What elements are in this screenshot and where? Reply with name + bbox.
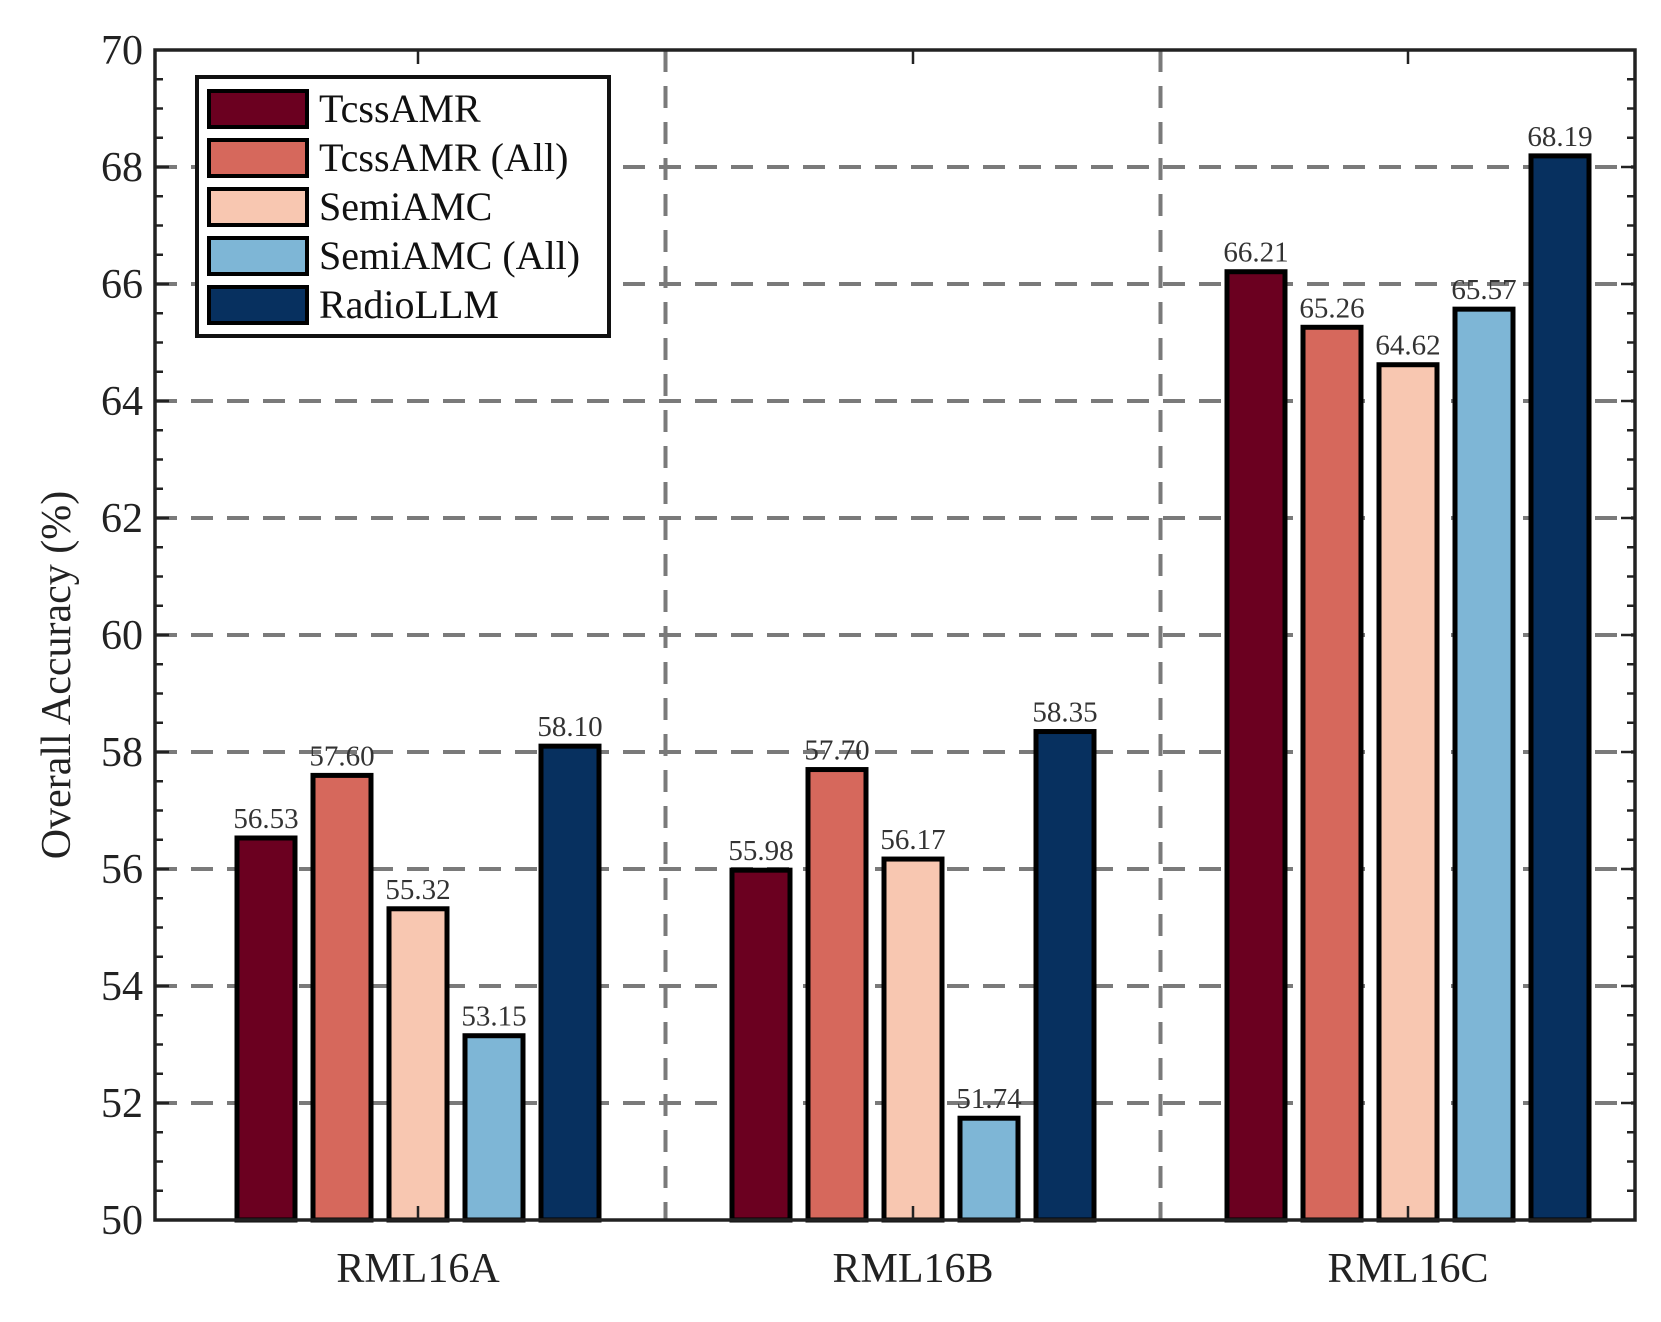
data-label: 68.19 [1527, 121, 1592, 153]
bar-semiamc-all-rml16a [462, 1033, 526, 1223]
axes: 50 52 54 56 58 60 62 64 66 68 70 RML16A RML16B RML16C… [34, 28, 1637, 1292]
y-axis-title: Overall Accuracy (%) [34, 491, 80, 859]
bar-semiamc-all-rml16b [957, 1115, 1021, 1223]
legend-swatch [207, 236, 309, 276]
y-tick-label: 70 [101, 28, 143, 74]
data-label: 57.60 [309, 740, 374, 772]
legend-label: TcssAMR (All) [319, 135, 568, 180]
y-tick-label: 64 [101, 379, 143, 425]
data-label: 53.15 [461, 1001, 526, 1033]
bar-radiollm-rml16b [1033, 729, 1097, 1223]
data-label: 65.57 [1451, 274, 1516, 306]
y-tick-label: 62 [101, 496, 143, 542]
bar-semiamc-rml16b [881, 856, 945, 1223]
data-label: 65.26 [1299, 292, 1364, 324]
x-tick-label: RML16B [832, 1246, 993, 1292]
data-label: 64.62 [1375, 330, 1440, 362]
y-tick-label: 60 [101, 613, 143, 659]
x-tick-label: RML16C [1327, 1246, 1488, 1292]
legend-swatch [207, 89, 309, 129]
legend-label: RadioLLM [319, 282, 499, 327]
bar-semiamc-rml16c [1376, 362, 1440, 1223]
bar-radiollm-rml16a [538, 743, 602, 1223]
y-tick-label: 56 [101, 847, 143, 893]
bar-tcssamr-all-rml16a [310, 772, 374, 1223]
y-tick-label: 52 [101, 1081, 143, 1127]
legend-label: SemiAMC (All) [319, 233, 580, 278]
data-label: 58.10 [537, 711, 602, 743]
legend-label: TcssAMR [319, 86, 481, 131]
x-tick-label: RML16A [336, 1246, 500, 1292]
y-tick-label: 54 [101, 964, 143, 1010]
bar-tcssamr-all-rml16b [805, 767, 869, 1223]
legend-swatch [207, 187, 309, 227]
bar-semiamc-all-rml16c [1452, 306, 1516, 1223]
bar-tcssamr-rml16b [729, 867, 793, 1223]
bars [234, 153, 1592, 1223]
bar-tcssamr-rml16a [234, 835, 298, 1223]
legend-swatch [207, 285, 309, 325]
data-label: 51.74 [956, 1083, 1022, 1115]
data-label: 55.98 [728, 835, 793, 867]
data-label: 57.70 [804, 735, 869, 767]
data-label: 56.53 [233, 803, 298, 835]
data-label: 56.17 [880, 824, 945, 856]
bar-semiamc-rml16a [386, 906, 450, 1223]
data-label: 66.21 [1223, 237, 1288, 269]
y-tick-label: 68 [101, 145, 143, 191]
bar-tcssamr-all-rml16c [1300, 324, 1364, 1223]
data-label: 58.35 [1032, 697, 1097, 729]
bar-radiollm-rml16c [1528, 153, 1592, 1223]
y-tick-label: 66 [101, 262, 143, 308]
bar-tcssamr-rml16c [1224, 269, 1288, 1223]
y-tick-label: 58 [101, 730, 143, 776]
data-labels: 56.53 55.98 66.21 57.60 57.70 65.26 55.32 56.17… [233, 121, 1592, 1115]
y-tick-label: 50 [101, 1198, 143, 1244]
data-label: 55.32 [385, 874, 450, 906]
legend-swatch [207, 138, 309, 178]
legend-label: SemiAMC [319, 184, 492, 229]
